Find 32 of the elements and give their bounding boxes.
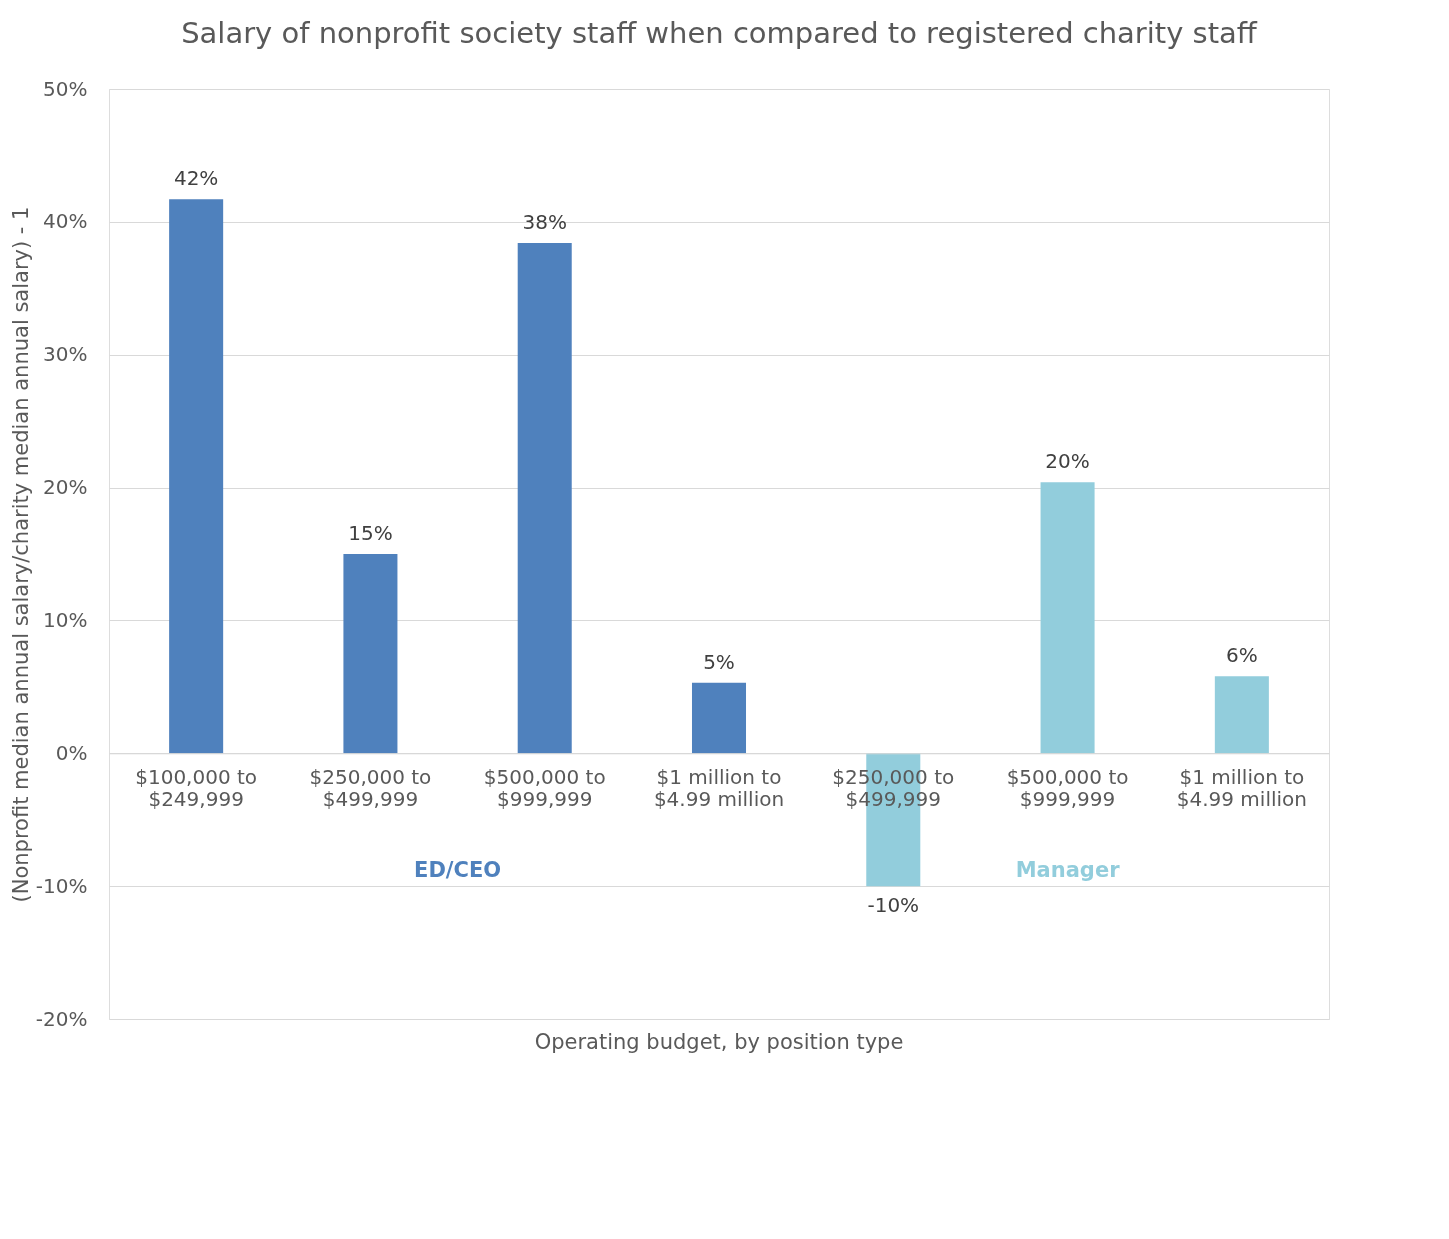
data-label: 20% <box>1045 449 1090 474</box>
data-label: 38% <box>522 210 567 235</box>
bar <box>169 199 224 754</box>
data-label: 6% <box>1225 643 1258 668</box>
bar <box>343 554 398 754</box>
chart-title: Salary of nonprofit society staff when compared to registered charity staff <box>181 16 1258 50</box>
y-axis-title: (Nonprofit median annual salary/charity median annual salary) - 1 <box>8 206 33 903</box>
bar <box>1214 676 1269 754</box>
y-tick-label: -20% <box>35 1006 88 1031</box>
y-tick-label: 10% <box>43 607 88 632</box>
x-tick-label: $1 million to $4.99 million <box>1176 764 1307 811</box>
y-tick-label: -10% <box>35 873 88 898</box>
x-axis-title: Operating budget, by position type <box>534 1030 904 1054</box>
data-label: -10% <box>867 893 920 918</box>
bar <box>691 682 747 754</box>
y-tick-label: 30% <box>43 342 88 367</box>
data-label: 15% <box>348 521 393 545</box>
bar <box>517 243 572 754</box>
x-tick-label: $1 million to $4.99 million <box>653 764 785 811</box>
bar <box>1040 482 1095 754</box>
y-tick-label: 40% <box>43 209 88 234</box>
x-tick-label: $100,000 to $249,999 <box>135 764 258 811</box>
x-tick-label: $250,000 to $499,999 <box>309 764 432 811</box>
data-label: 5% <box>703 649 735 674</box>
y-tick-label: 50% <box>43 76 88 101</box>
y-tick-label: 0% <box>55 740 88 765</box>
text: Manager <box>1015 858 1121 883</box>
x-tick-label: $500,000 to $999,999 <box>1006 764 1129 811</box>
x-tick-label: $500,000 to $999,999 <box>483 764 606 811</box>
text: ED/CEO <box>414 858 502 883</box>
data-label: 42% <box>173 166 219 191</box>
y-tick-label: 20% <box>43 475 88 500</box>
